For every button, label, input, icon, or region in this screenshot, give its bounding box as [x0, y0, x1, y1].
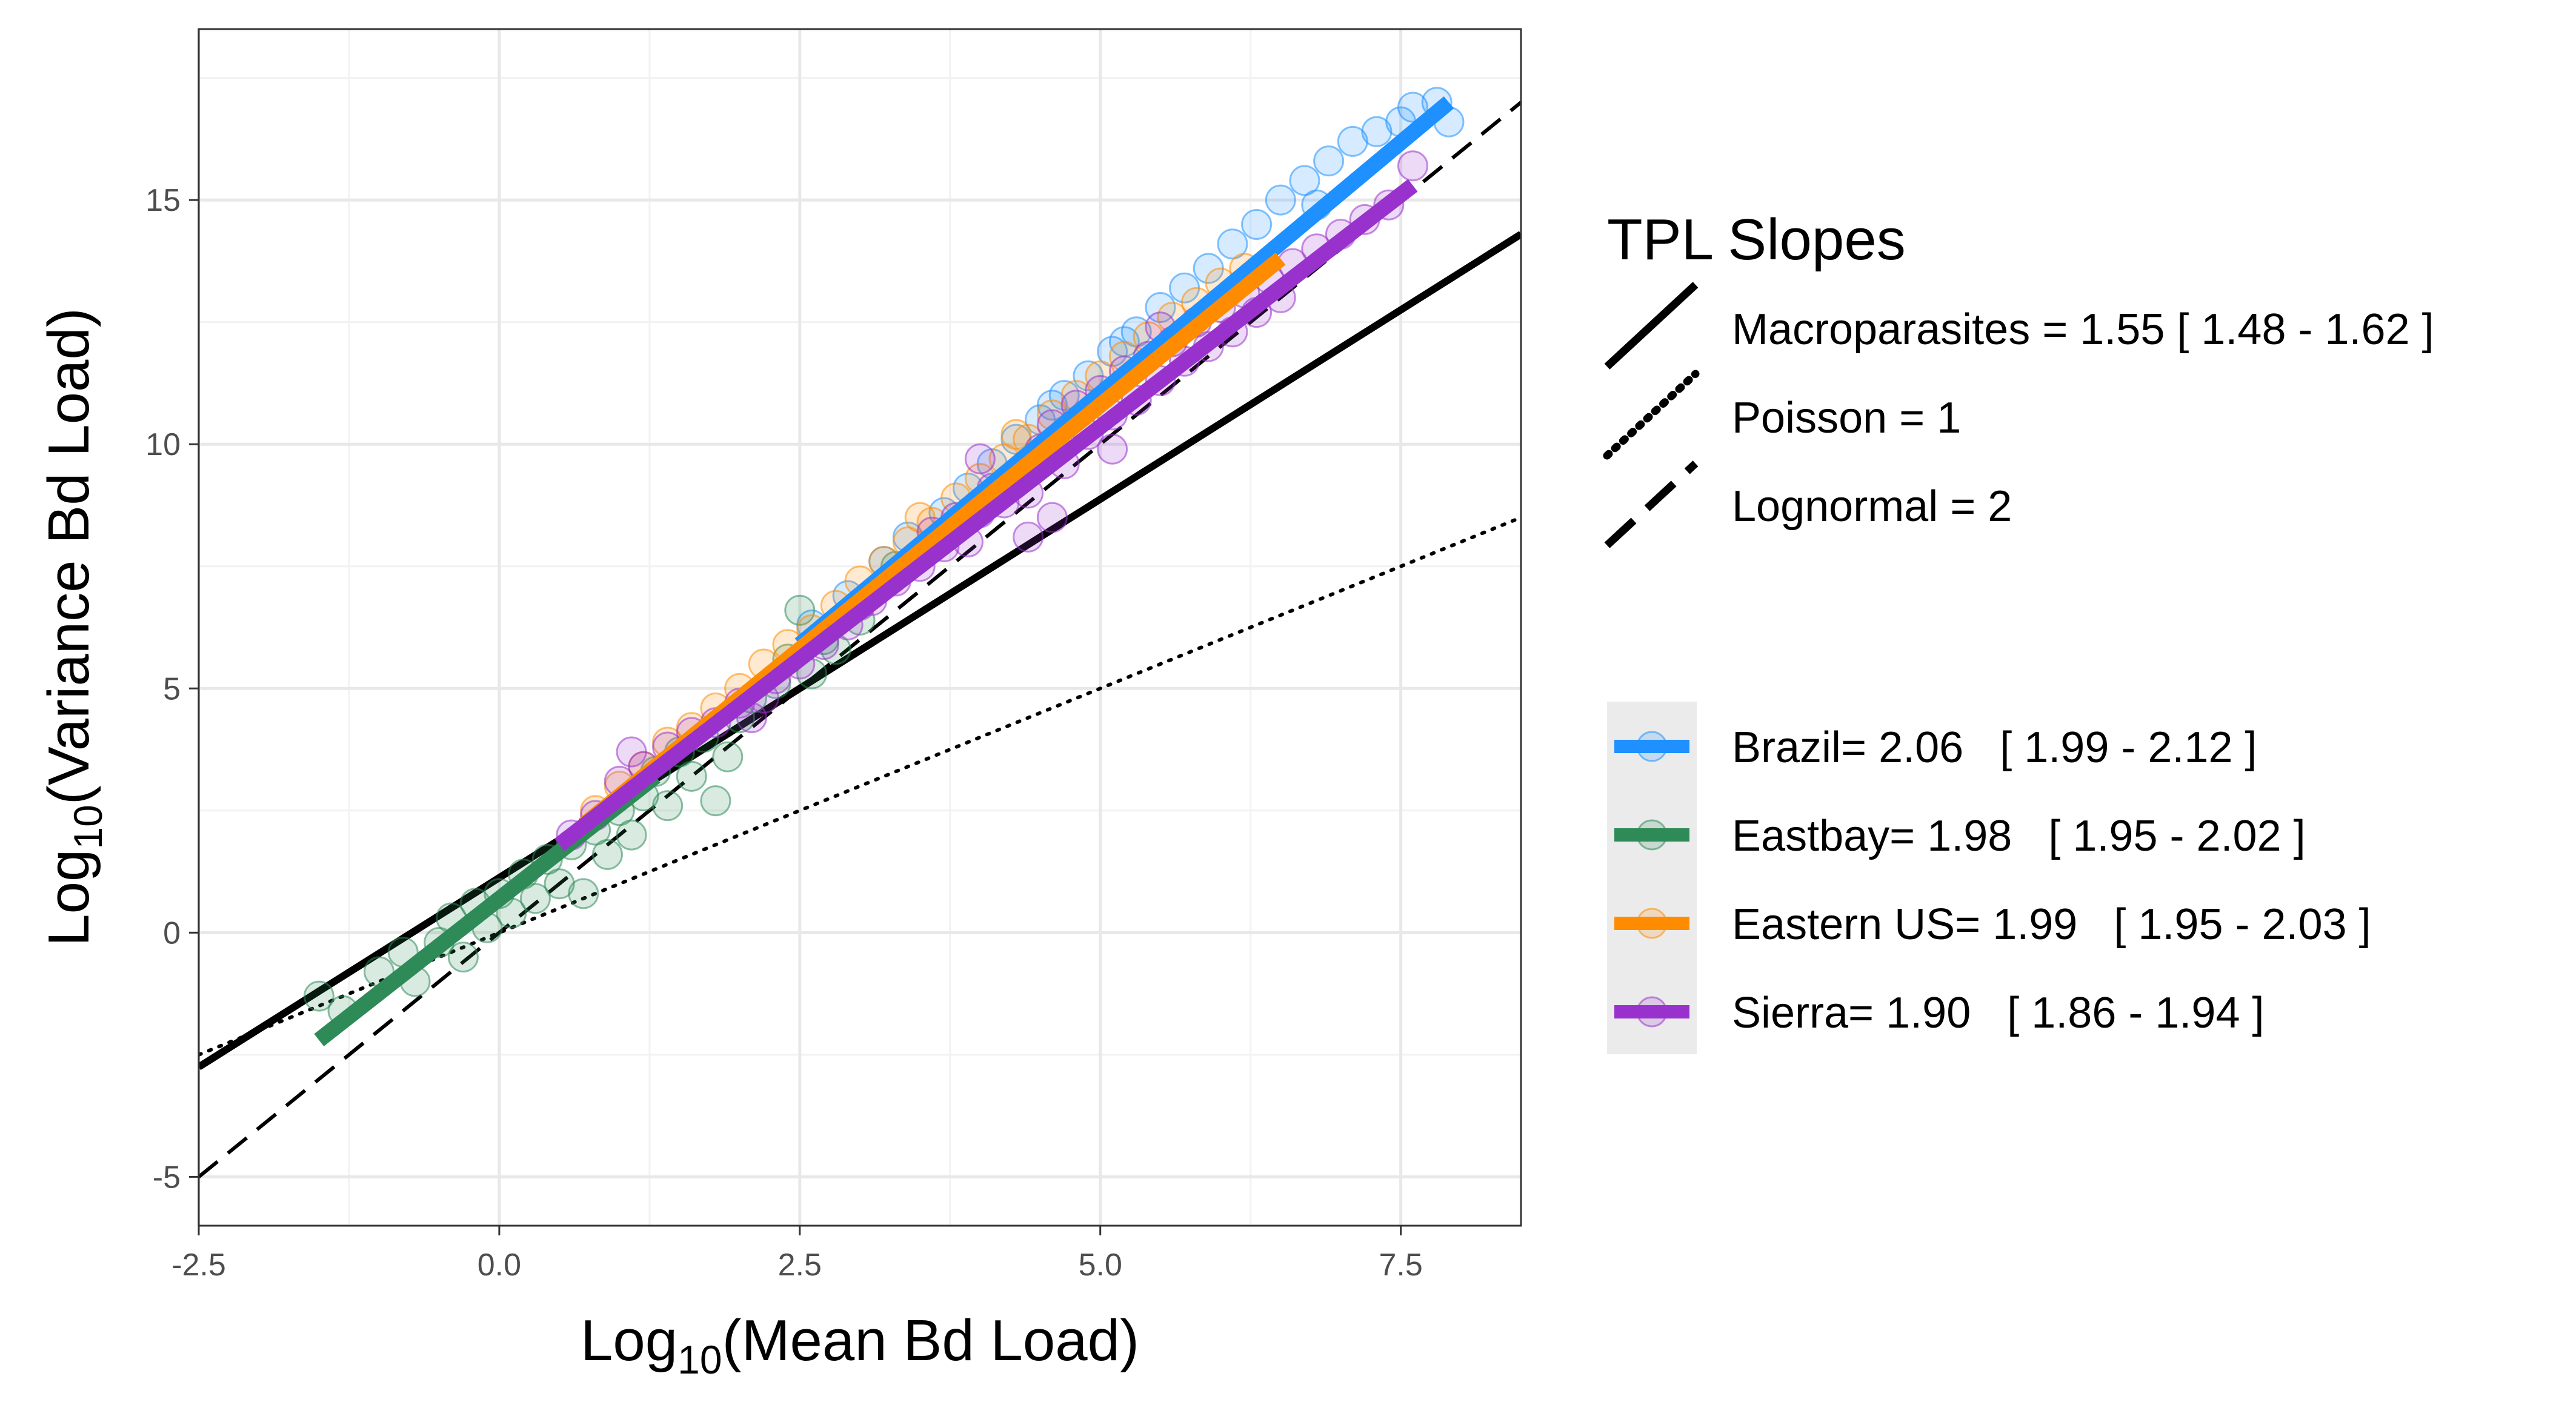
x-tick-label: 7.5: [1379, 1248, 1422, 1283]
point-eastbay: [652, 790, 684, 822]
x-tick-label: 5.0: [1079, 1248, 1122, 1283]
y-axis-title-subscript: 10: [65, 805, 110, 849]
y-tick-label: 5: [163, 671, 181, 706]
point-sierra: [1397, 150, 1428, 182]
x-axis-title-subscript: 10: [677, 1337, 722, 1382]
x-axis-title-prefix: Log: [581, 1308, 677, 1373]
point-brazil: [1265, 184, 1296, 216]
legend-label-macroparasites: Macroparasites = 1.55 [ 1.48 - 1.62 ]: [1732, 305, 2434, 354]
fit-lines: [314, 96, 1454, 1046]
point-sierra: [964, 443, 996, 474]
point-eastern-us: [1000, 419, 1032, 450]
fit-line-sierra: [554, 179, 1418, 851]
point-eastbay: [784, 594, 816, 626]
point-eastbay: [712, 741, 744, 772]
legend-key-lognormal: [1604, 460, 1699, 548]
legend-key-poisson: [1603, 370, 1700, 460]
legend-label-eastbay: Eastbay= 1.98 [ 1.95 - 2.02 ]: [1732, 812, 2306, 860]
point-eastbay: [544, 868, 575, 900]
legend-label-poisson: Poisson = 1: [1732, 394, 1961, 442]
reference-lines: [199, 101, 1521, 1178]
x-tick-label: -2.5: [171, 1248, 226, 1283]
x-axis-title-suffix: (Mean Bd Load): [722, 1308, 1139, 1373]
point-sierra: [1013, 521, 1044, 553]
x-axis-title: Log10(Mean Bd Load): [581, 1308, 1139, 1382]
y-axis-title: Log10(Variance Bd Load): [36, 308, 110, 946]
point-brazil: [1289, 165, 1320, 196]
x-axis-ticks: -2.5 0.0 2.5 5.0 7.5: [171, 1226, 1423, 1283]
y-tick-label: 10: [145, 427, 181, 462]
y-tick-label: 0: [163, 915, 181, 951]
point-sierra: [616, 736, 647, 768]
legend-key-macroparasites: [1604, 282, 1699, 370]
y-tick-label: 15: [145, 183, 181, 218]
point-eastbay: [303, 980, 334, 1012]
legend-label-sierra: Sierra= 1.90 [ 1.86 - 1.94 ]: [1732, 989, 2265, 1037]
legend-label-brazil: Brazil= 2.06 [ 1.99 - 2.12 ]: [1732, 723, 2257, 772]
reference-line-poisson: [199, 516, 1521, 1057]
point-eastbay: [568, 878, 599, 909]
y-axis-ticks: -5 0 5 10 15: [145, 183, 199, 1195]
point-eastbay: [519, 883, 551, 914]
point-brazil: [1313, 145, 1345, 177]
x-tick-label: 2.5: [778, 1248, 822, 1283]
legend-label-eastern-us: Eastern US= 1.99 [ 1.95 - 2.03 ]: [1732, 900, 2371, 949]
legend-title: TPL Slopes: [1607, 207, 1906, 272]
y-axis-title-suffix: (Variance Bd Load): [36, 308, 101, 805]
point-eastbay: [700, 785, 731, 817]
point-sierra: [1097, 433, 1128, 465]
plot-border: [198, 28, 1522, 1227]
point-eastbay: [591, 839, 623, 870]
point-eastbay: [676, 760, 707, 792]
series-legend: Brazil= 2.06 [ 1.99 - 2.12 ] Eastbay= 1.9…: [1607, 702, 2371, 1054]
point-eastbay: [616, 819, 647, 851]
y-tick-label: -5: [153, 1160, 181, 1195]
point-brazil: [1217, 228, 1248, 260]
point-brazil: [1397, 91, 1428, 123]
point-brazil: [1337, 125, 1368, 157]
y-axis-title-prefix: Log: [36, 849, 101, 946]
point-eastbay: [447, 942, 479, 973]
point-sierra: [1036, 502, 1068, 533]
point-brazil: [1241, 208, 1273, 240]
legend-label-lognormal: Lognormal = 2: [1732, 482, 2012, 531]
x-tick-label: 0.0: [478, 1248, 521, 1283]
point-brazil: [1048, 380, 1080, 411]
point-brazil: [1361, 116, 1393, 147]
reference-legend: TPL Slopes Macroparasites = 1.55 [ 1.48 …: [1603, 207, 2434, 548]
reference-line-macroparasites: [199, 231, 1521, 1071]
reference-line-lognormal: [199, 101, 1521, 1178]
